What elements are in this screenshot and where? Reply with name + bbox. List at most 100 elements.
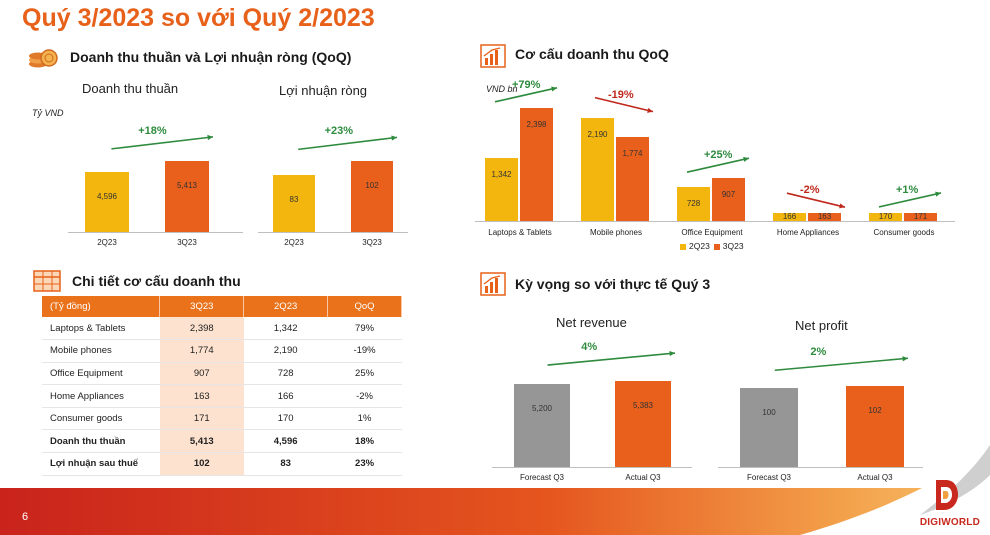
change-label: -19%: [608, 88, 634, 101]
expectation-profit-title: Net profit: [795, 318, 848, 333]
x-tick-label: Forecast Q3: [746, 473, 791, 482]
x-tick-label: 2Q23: [284, 238, 304, 247]
bar-2q23: [85, 171, 129, 232]
trend-arrow: [298, 135, 398, 151]
structure-title: Cơ cấu doanh thu QoQ: [515, 46, 669, 62]
bar-value-label: 1,342: [491, 169, 512, 179]
row-3q23: 907: [159, 362, 244, 386]
detail-header-row: (Tỷ đồng) 3Q23 2Q23 QoQ: [42, 296, 402, 317]
x-tick-label: Consumer goods: [873, 228, 935, 237]
trend-arrow: [494, 86, 558, 103]
row-3q23: 2,398: [159, 317, 244, 341]
row-name: Laptops & Tablets: [42, 317, 160, 341]
bar-value-label: 171: [913, 211, 928, 221]
table-row: Laptops & Tablets 2,398 1,342 79%: [42, 317, 402, 341]
bar-value-label: 102: [365, 181, 379, 191]
page-title: Quý 3/2023 so với Quý 2/2023: [22, 4, 375, 32]
bar-3q23: [165, 160, 209, 232]
row-name: Lợi nhuận sau thuế: [42, 452, 160, 476]
chart-net-profit-expectation: 100 Forecast Q3 102 Actual Q3 2%: [718, 330, 923, 485]
row-name: Office Equipment: [42, 362, 160, 386]
footer-band: [0, 488, 990, 535]
bar-consumer-goods-3q23: [904, 212, 937, 221]
trend-arrow: [878, 191, 942, 208]
bar-value-label: 907: [721, 190, 736, 200]
row-3q23: 171: [159, 407, 244, 431]
bar-value-label: 5,413: [176, 180, 198, 190]
bar-value-label: 163: [817, 212, 832, 222]
legend-label: 2Q23: [689, 241, 710, 251]
revenue-profit-title: Doanh thu thuần và Lợi nhuận ròng (QoQ): [70, 49, 352, 65]
change-label: +18%: [138, 124, 167, 137]
row-qoq: 1%: [327, 407, 402, 431]
expectation-revenue-title: Net revenue: [556, 315, 627, 330]
bar-value-label: 100: [762, 407, 776, 417]
x-axis-line: [492, 467, 692, 468]
net-revenue-chart-title: Doanh thu thuần: [82, 81, 179, 96]
bar-value-label: 102: [868, 406, 882, 416]
row-2q23: 1,342: [243, 317, 328, 341]
bar-value-label: 5,200: [531, 403, 553, 413]
bar-value-label: 5,383: [632, 401, 654, 411]
legend-swatch: [713, 243, 720, 250]
header-3q23: 3Q23: [159, 296, 245, 317]
row-3q23: 1,774: [159, 339, 244, 363]
trend-arrow: [786, 192, 846, 209]
bar-value-label: 2,398: [526, 119, 547, 129]
table-icon: [33, 270, 61, 292]
bar-value-label: 170: [878, 211, 893, 221]
legend-swatch: [680, 243, 686, 250]
row-2q23: 166: [243, 384, 328, 408]
row-3q23: 163: [159, 384, 244, 408]
chart-net-revenue-expectation: 5,200 Forecast Q3 5,383 Actual Q3 4%: [492, 330, 692, 485]
expectation-title: Kỳ vọng so với thực tế Quý 3: [515, 276, 711, 292]
x-tick-label: Actual Q3: [625, 473, 661, 482]
row-3q23: 5,413: [159, 429, 244, 454]
x-tick-label: Office Equipment: [681, 228, 743, 237]
bar-laptops-tablets-3q23: [520, 107, 553, 221]
table-row-net-profit: Lợi nhuận sau thuế 102 83 23%: [42, 452, 402, 476]
row-2q23: 83: [243, 452, 328, 476]
structure-unit-label: VND bn: [486, 84, 518, 94]
row-3q23: 102: [159, 452, 244, 476]
bar-value-label: 1,774: [622, 149, 643, 159]
change-label: +23%: [324, 125, 354, 138]
bar-value-label: 2,190: [587, 129, 608, 139]
bar-laptops-tablets-2q23: [485, 157, 518, 221]
bar-value-label: 4,596: [96, 191, 118, 201]
trend-arrow: [594, 96, 654, 113]
chart-legend: 2Q23 3Q23: [680, 241, 748, 251]
row-qoq: -19%: [327, 339, 402, 363]
row-qoq: -2%: [327, 384, 402, 408]
brand-name: DIGIWORLD: [919, 517, 980, 528]
revenue-unit-label: Tỷ VND: [32, 108, 64, 118]
row-name: Home Appliances: [42, 384, 160, 408]
row-qoq: 79%: [327, 317, 402, 341]
change-label: 2%: [810, 346, 827, 359]
bar-value-label: 166: [782, 212, 797, 222]
bar-office-equipment-3q23: [712, 178, 745, 221]
bar-mobile-phones-2q23: [581, 117, 614, 221]
chart-net-revenue-qoq: 4,596 2Q23 5,413 3Q23 +18%: [68, 100, 243, 250]
x-tick-label: 3Q23: [362, 238, 382, 247]
change-label: +25%: [704, 149, 733, 162]
x-tick-label: Home Appliances: [776, 228, 840, 237]
bar-chart-icon: [480, 44, 506, 68]
trend-arrow: [686, 156, 750, 173]
trend-arrow: [547, 350, 676, 366]
bar-forecast-q3: [740, 387, 798, 467]
bar-chart-icon: [480, 272, 506, 296]
page-number: 6: [22, 511, 29, 523]
header-qoq: QoQ: [327, 296, 402, 317]
legend-label: 3Q23: [722, 241, 744, 251]
bar-actual-q3: [846, 386, 904, 467]
detail-title: Chi tiết cơ cấu doanh thu: [72, 273, 241, 289]
bar-consumer-goods-2q23: [869, 212, 902, 221]
bar-3q23: [351, 161, 393, 232]
bar-office-equipment-2q23: [677, 186, 710, 221]
x-axis-line: [475, 221, 955, 222]
change-label: +1%: [896, 183, 919, 196]
row-2q23: 728: [243, 362, 328, 386]
x-axis-line: [68, 232, 243, 233]
row-name: Mobile phones: [42, 339, 160, 363]
